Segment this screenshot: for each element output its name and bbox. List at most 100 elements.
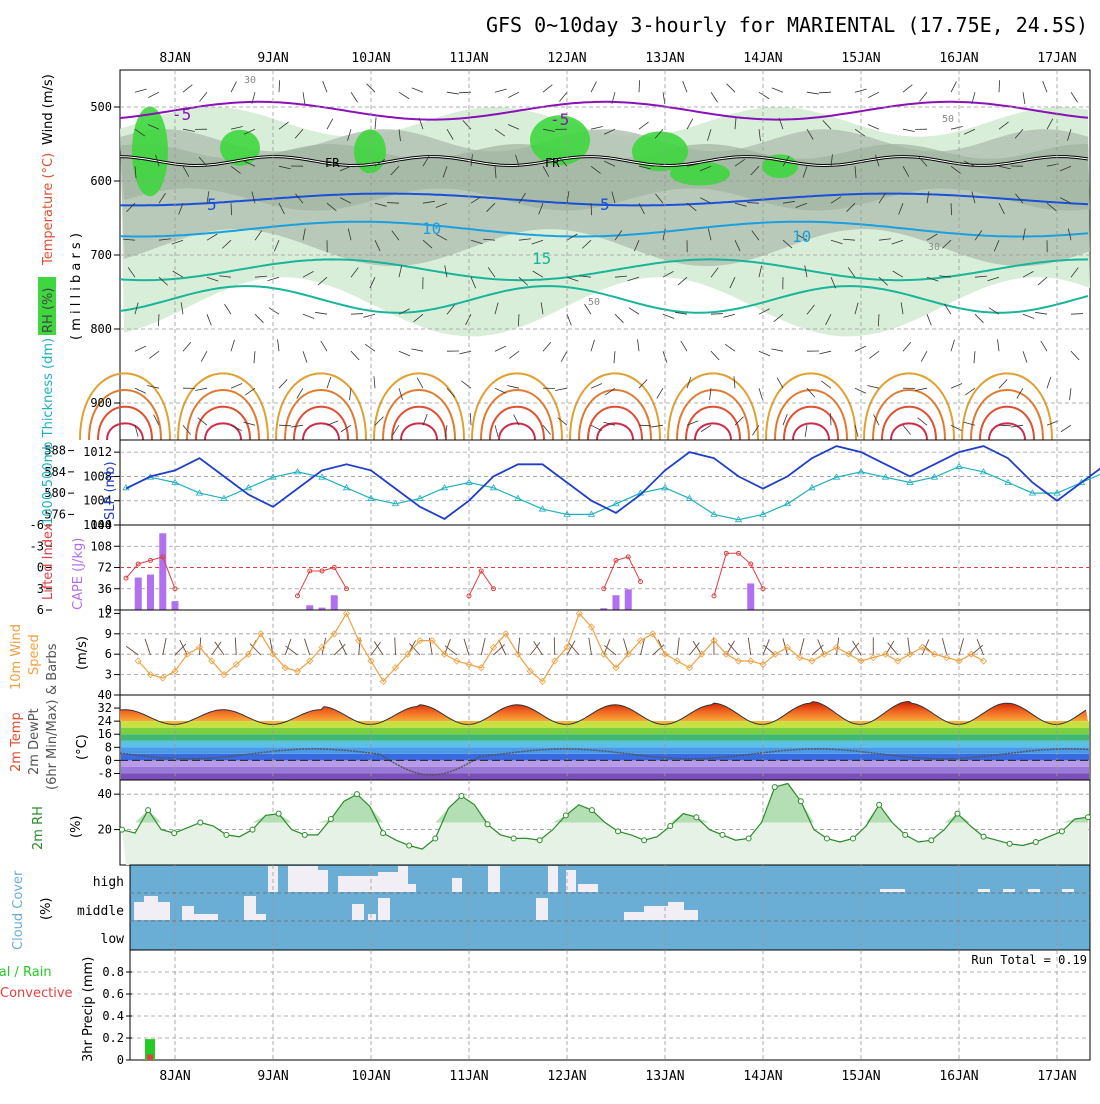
ylabel-rh: RH (%)	[41, 288, 56, 333]
temp-color-band	[121, 767, 1089, 774]
tick-label: 16	[98, 727, 112, 741]
cloud-block	[566, 870, 576, 892]
ylabel-thickness: 1000-500mb Thickness (dm)	[41, 338, 56, 525]
rh2m-marker	[877, 802, 882, 807]
cloud-block	[318, 870, 328, 892]
cloud-block	[182, 906, 194, 920]
cape-bar	[613, 595, 620, 610]
cloud-block	[144, 896, 158, 920]
contour-label: -5	[172, 105, 191, 124]
rh2m-marker	[668, 824, 673, 829]
cloud-cover-panel: high middle low Cloud Cover (%)	[11, 865, 1090, 950]
date-label: 11JAN	[449, 1069, 488, 1084]
tick-label: 12	[98, 606, 112, 620]
cloud-block	[158, 902, 170, 920]
cloud-block	[488, 866, 500, 892]
date-label: 16JAN	[939, 1069, 978, 1084]
ylabel-cape: CAPE (J/kg)	[71, 538, 86, 610]
rh2m-marker	[407, 843, 412, 848]
date-label: 12JAN	[547, 1069, 586, 1084]
rh2m-marker	[746, 836, 751, 841]
tick-label: 20	[98, 823, 112, 837]
contour-label: 15	[532, 249, 551, 268]
contour-label: 30	[928, 242, 940, 253]
date-label: 16JAN	[939, 51, 978, 66]
cloud-block	[1062, 889, 1074, 892]
ylabel-wind: Wind (m/s)	[41, 74, 56, 145]
cloud-block	[644, 906, 668, 920]
cloud-block	[880, 889, 905, 892]
temp-color-band	[121, 741, 1089, 748]
tick-label: 36	[98, 582, 112, 596]
tick-label: 32	[98, 701, 112, 715]
contour-label: 10	[792, 227, 811, 246]
cloud-block	[194, 914, 218, 920]
contour-label: 5	[207, 195, 217, 214]
tick-label: 144	[90, 518, 112, 532]
rh2m-marker	[485, 822, 490, 827]
rh2m-marker	[328, 816, 333, 821]
ylabel-temperature: Temperature (°C)	[41, 153, 56, 266]
ylabel-10m-wind: 10m Wind	[9, 624, 24, 690]
temp-color-band	[121, 760, 1089, 767]
cape-bar	[147, 575, 154, 610]
temp-color-band	[121, 734, 1089, 741]
tick-label: 500	[90, 100, 112, 114]
ylabel-millibars: ( m i l l i b a r s )	[69, 233, 84, 340]
tick-label: 40	[98, 787, 112, 801]
date-label: 13JAN	[645, 51, 684, 66]
rh2m-marker	[276, 811, 281, 816]
date-label: 15JAN	[841, 51, 880, 66]
temp-color-band	[121, 728, 1089, 735]
tick-label: 0	[117, 1053, 124, 1067]
date-label: 14JAN	[743, 51, 782, 66]
cloud-block	[378, 872, 398, 892]
date-label: 15JAN	[841, 1069, 880, 1084]
rh2m-marker	[1086, 815, 1091, 820]
ylabel-2m-rh: 2m RH	[31, 806, 46, 850]
rh2m-marker	[1033, 839, 1038, 844]
cape-bar	[159, 533, 166, 610]
cloud-block	[452, 878, 462, 892]
ylabel-degc: (°C)	[75, 734, 90, 760]
run-total: Run Total = 0.19	[971, 953, 1087, 967]
rh2m-marker	[459, 793, 464, 798]
rh2m-marker	[772, 785, 777, 790]
tick-label: 800	[90, 322, 112, 336]
rh2m-marker	[1059, 829, 1064, 834]
tick-label: 0.8	[102, 965, 124, 979]
rh2m-marker	[172, 831, 177, 836]
cloud-block	[398, 866, 408, 892]
cloud-block	[668, 902, 684, 920]
tick-label: 6	[37, 603, 44, 617]
contour-label: 50	[942, 114, 954, 125]
tick-label: -8	[98, 766, 112, 780]
rh2m-marker	[563, 813, 568, 818]
precip-panel: 0.80.60.40.20 Run Total = 0.19 Total / R…	[0, 950, 1090, 1067]
date-label: 14JAN	[743, 1069, 782, 1084]
rh2m-marker	[250, 827, 255, 832]
date-label: 8JAN	[159, 1069, 190, 1084]
contour-label: -5	[550, 110, 569, 129]
date-label: 17JAN	[1037, 1069, 1076, 1084]
date-label: 9JAN	[257, 1069, 288, 1084]
cloud-block	[536, 898, 548, 920]
tick-label: 6	[105, 647, 112, 661]
tick-label: 0.4	[102, 1009, 124, 1023]
tick-label: 900	[90, 396, 112, 410]
rh2m-marker	[798, 799, 803, 804]
ylabel-convective: Convective	[0, 986, 73, 1001]
cloud-block	[288, 866, 318, 892]
contour-label: 30	[244, 75, 256, 86]
rh2m-marker	[720, 832, 725, 837]
rh2m-marker	[120, 827, 125, 832]
cloud-block	[134, 902, 144, 920]
cloud-block	[1028, 889, 1040, 892]
